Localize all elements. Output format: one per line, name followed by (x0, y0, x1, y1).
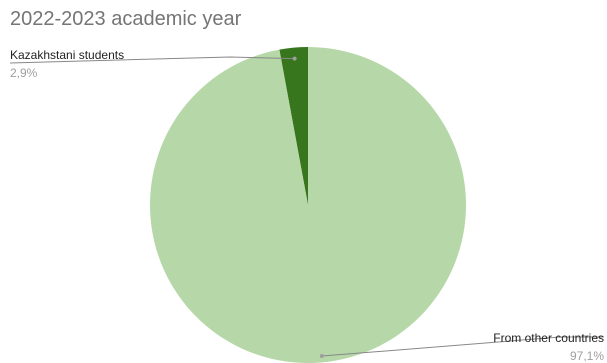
slice-label-from-other-countries: From other countries (493, 331, 604, 345)
leader-dot-1 (319, 354, 324, 359)
pie-slice-kazakhstani-students (279, 47, 308, 205)
pie-slices (149, 47, 466, 363)
callout-leader-lines (9, 56, 604, 359)
leader-line-0 (9, 56, 295, 64)
leader-line-1 (321, 336, 604, 357)
pie-slice-from-other-countries (149, 47, 466, 363)
chart-title: 2022-2023 academic year (10, 8, 242, 30)
slice-value-from-other-countries: 97,1% (570, 349, 604, 363)
slice-value-kazakhstani-students: 2,9% (10, 66, 38, 80)
leader-dot-0 (292, 56, 297, 61)
slice-label-kazakhstani-students: Kazakhstani students (10, 48, 124, 62)
